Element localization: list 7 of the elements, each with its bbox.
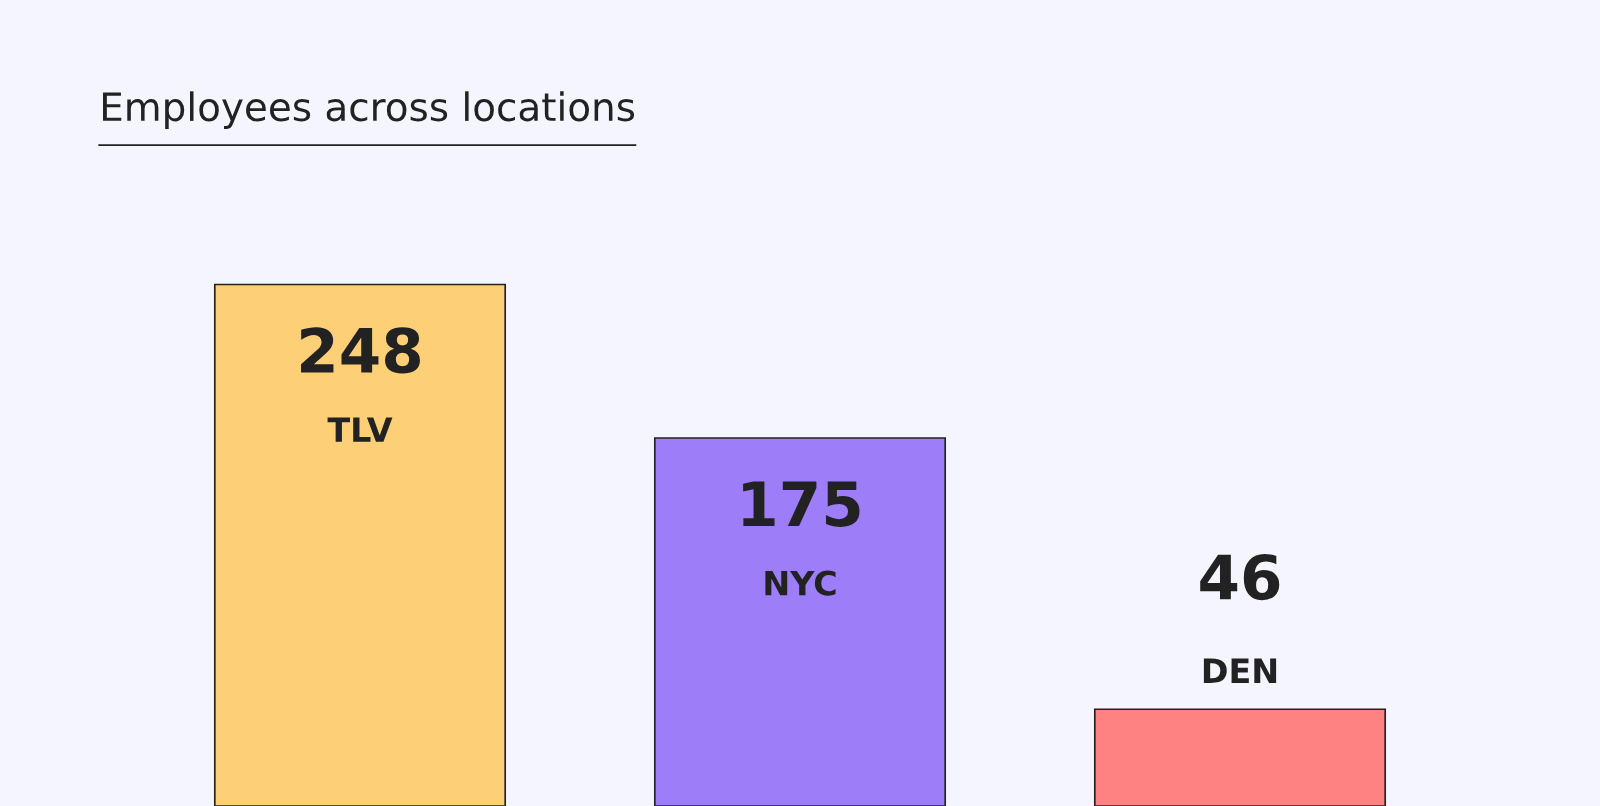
- data-label: 248: [301, 327, 420, 374]
- x-tick-label: TLV: [327, 417, 393, 442]
- x-tick-label: NYC: [765, 570, 836, 596]
- data-label: 175: [743, 481, 860, 527]
- chart-title: Employees across locations: [103, 91, 635, 129]
- data-label: 46: [1200, 554, 1280, 601]
- x-tick-label: DEN: [1203, 658, 1277, 683]
